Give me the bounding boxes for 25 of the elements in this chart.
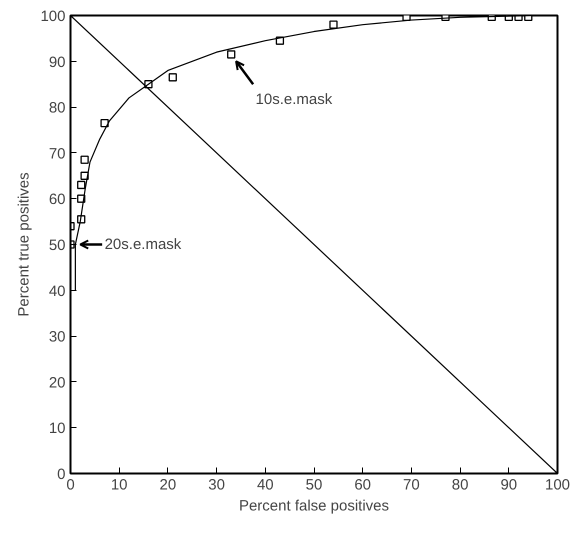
x-tick-label: 30 [208, 476, 225, 494]
x-tick-label: 70 [403, 476, 420, 494]
x-tick-label: 50 [306, 476, 322, 494]
y-tick-label: 90 [48, 54, 66, 71]
y-tick-label: 80 [48, 100, 66, 117]
y-tick-label: 60 [48, 191, 66, 208]
y-tick-label: 10 [48, 420, 66, 438]
y-tick-label: 20 [48, 374, 66, 392]
x-tick-label: 80 [452, 476, 468, 494]
x-axis-title: Percent false positives [238, 498, 390, 514]
y-axis-title: Percent true positives [15, 172, 32, 317]
y-tick-label: 50 [48, 237, 66, 254]
annotation: 20s.e.mask [104, 236, 182, 253]
y-tick-label: 100 [40, 8, 66, 25]
y-tick-label: 30 [48, 328, 66, 346]
annotation: 10s.e.mask [256, 91, 333, 108]
x-tick-label: 40 [256, 476, 274, 494]
y-tick-label: 40 [48, 282, 66, 300]
x-tick-label: 90 [500, 476, 518, 494]
x-tick-label: 60 [354, 476, 372, 494]
x-tick-label: 100 [544, 476, 570, 494]
x-tick-label: 10 [110, 476, 128, 494]
y-tick-label: 0 [57, 466, 66, 483]
y-tick-label: 70 [48, 145, 66, 162]
x-tick-label: 20 [160, 476, 176, 494]
